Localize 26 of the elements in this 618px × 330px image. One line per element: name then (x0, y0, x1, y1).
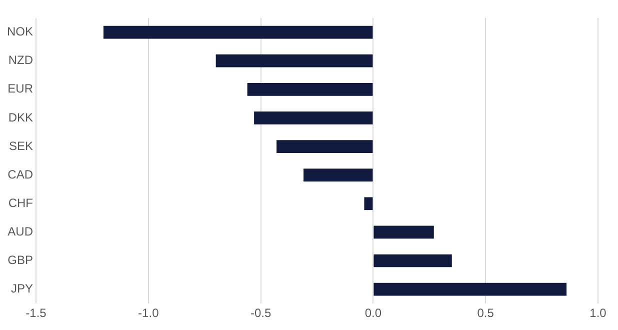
bar (216, 54, 373, 68)
x-tick-label: -1.5 (26, 306, 47, 320)
x-tick-label: 0.0 (364, 306, 382, 320)
bar (276, 140, 373, 153)
bar (247, 82, 373, 96)
bar (103, 26, 373, 39)
bar (364, 197, 373, 210)
x-tick-label: 0.5 (477, 306, 494, 320)
y-tick-label: AUD (8, 224, 34, 239)
bar (374, 254, 452, 268)
y-tick-label: NZD (8, 53, 34, 68)
bar (374, 226, 434, 239)
bar (304, 168, 373, 182)
x-tick-label: -1.0 (138, 306, 160, 320)
y-tick-label: CHF (8, 196, 34, 210)
y-tick-label: JPY (10, 282, 34, 296)
y-tick-label: DKK (8, 110, 34, 124)
y-tick-label: EUR (8, 82, 34, 96)
bar (374, 282, 567, 296)
x-tick-label: -0.5 (250, 306, 272, 320)
x-tick-label: 1.0 (590, 306, 607, 320)
y-tick-label: GBP (8, 253, 34, 268)
y-tick-label: CAD (8, 167, 34, 182)
bar (254, 112, 373, 124)
y-tick-label: NOK (6, 24, 34, 39)
y-tick-label: SEK (8, 138, 34, 153)
